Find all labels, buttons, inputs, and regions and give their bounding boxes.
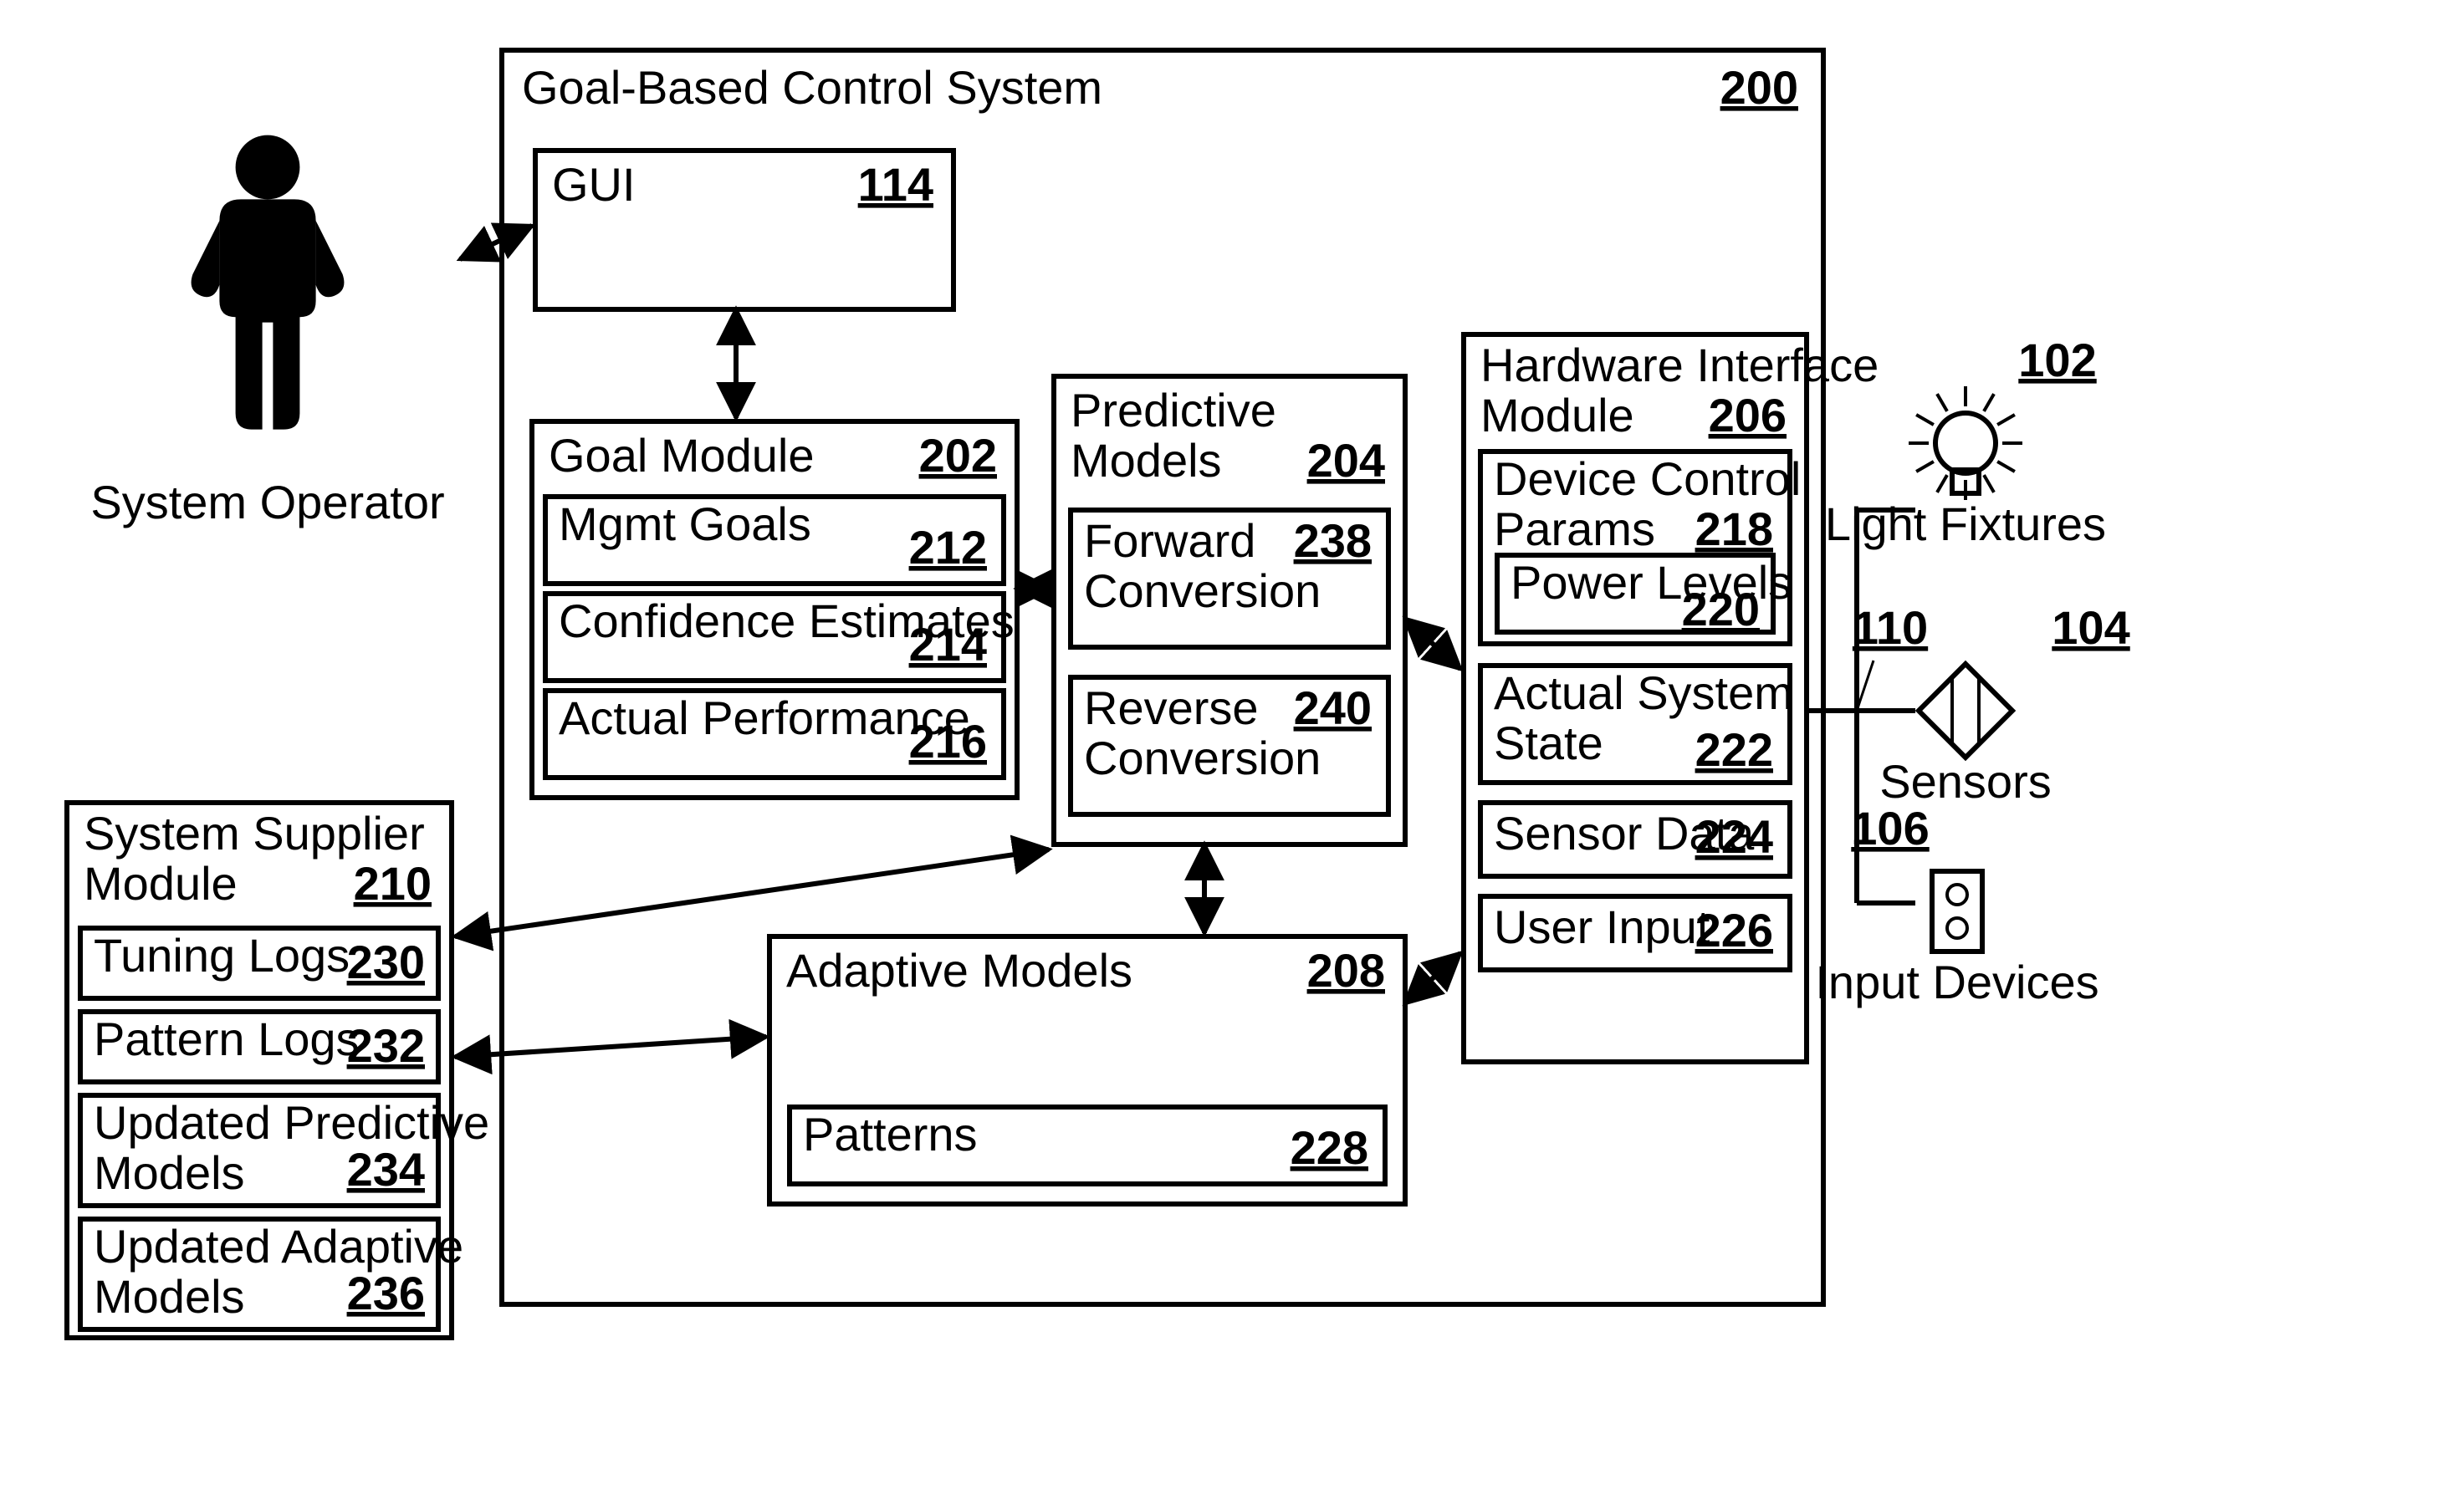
supplier-item-0-ref: 230: [347, 936, 425, 988]
sensor-icon: [1919, 664, 2012, 758]
gui-box-title: GUI: [552, 158, 636, 211]
goal-item-0-label: Mgmt Goals: [559, 497, 811, 550]
goal-item-2-ref: 216: [909, 715, 987, 768]
adapt-patterns-label: Patterns: [803, 1108, 978, 1161]
hw-user-label: User Input: [1494, 900, 1710, 953]
supplier-item-3-ref: 236: [347, 1267, 425, 1319]
adapt-box-title: Adaptive Models: [786, 944, 1132, 997]
hw-power-ref: 220: [1682, 583, 1760, 635]
supplier-item-0-label: Tuning Logs: [94, 929, 350, 982]
main-ref: 200: [1720, 61, 1798, 114]
input-label: Input Devices: [1815, 956, 2098, 1008]
sensors-ref: 104: [2052, 601, 2129, 654]
supplier-item-2-ref: 234: [347, 1143, 425, 1196]
pred-item-0-ref: 238: [1294, 514, 1372, 567]
adapt-patterns-ref: 228: [1291, 1121, 1368, 1174]
supplier-item-1-ref: 232: [347, 1019, 425, 1072]
supplier-ref: 210: [354, 857, 432, 910]
inputdev-icon: [1932, 871, 1982, 951]
person-icon: [192, 135, 345, 430]
hw-user-ref: 226: [1695, 904, 1773, 957]
sensors-label: Sensors: [1879, 755, 2051, 808]
hw-state-ref: 222: [1695, 723, 1773, 776]
hw-dcp-ref: 218: [1695, 503, 1773, 555]
hw-ref: 206: [1709, 389, 1787, 441]
adapt-box-ref: 208: [1307, 944, 1385, 997]
lightbulb-icon: [1909, 386, 2022, 500]
bus-ref: 110: [1853, 601, 1928, 654]
goal-item-0-ref: 212: [909, 521, 987, 574]
operator-label: System Operator: [90, 476, 444, 528]
goal-item-1-ref: 214: [909, 618, 987, 671]
gui-box-ref: 114: [858, 158, 933, 211]
goal-box-title: Goal Module: [549, 429, 815, 482]
hw-sensor-ref: 224: [1695, 810, 1773, 863]
goal-box-ref: 202: [919, 429, 997, 482]
supplier-item-1-label: Pattern Logs: [94, 1013, 360, 1065]
input-ref: 106: [1851, 802, 1929, 855]
main-title: Goal-Based Control System: [522, 61, 1102, 114]
pred-ref: 204: [1307, 434, 1385, 487]
light-label: Light Fixtures: [1825, 497, 2106, 550]
pred-item-1-ref: 240: [1294, 681, 1372, 734]
light-ref: 102: [2018, 334, 2096, 386]
